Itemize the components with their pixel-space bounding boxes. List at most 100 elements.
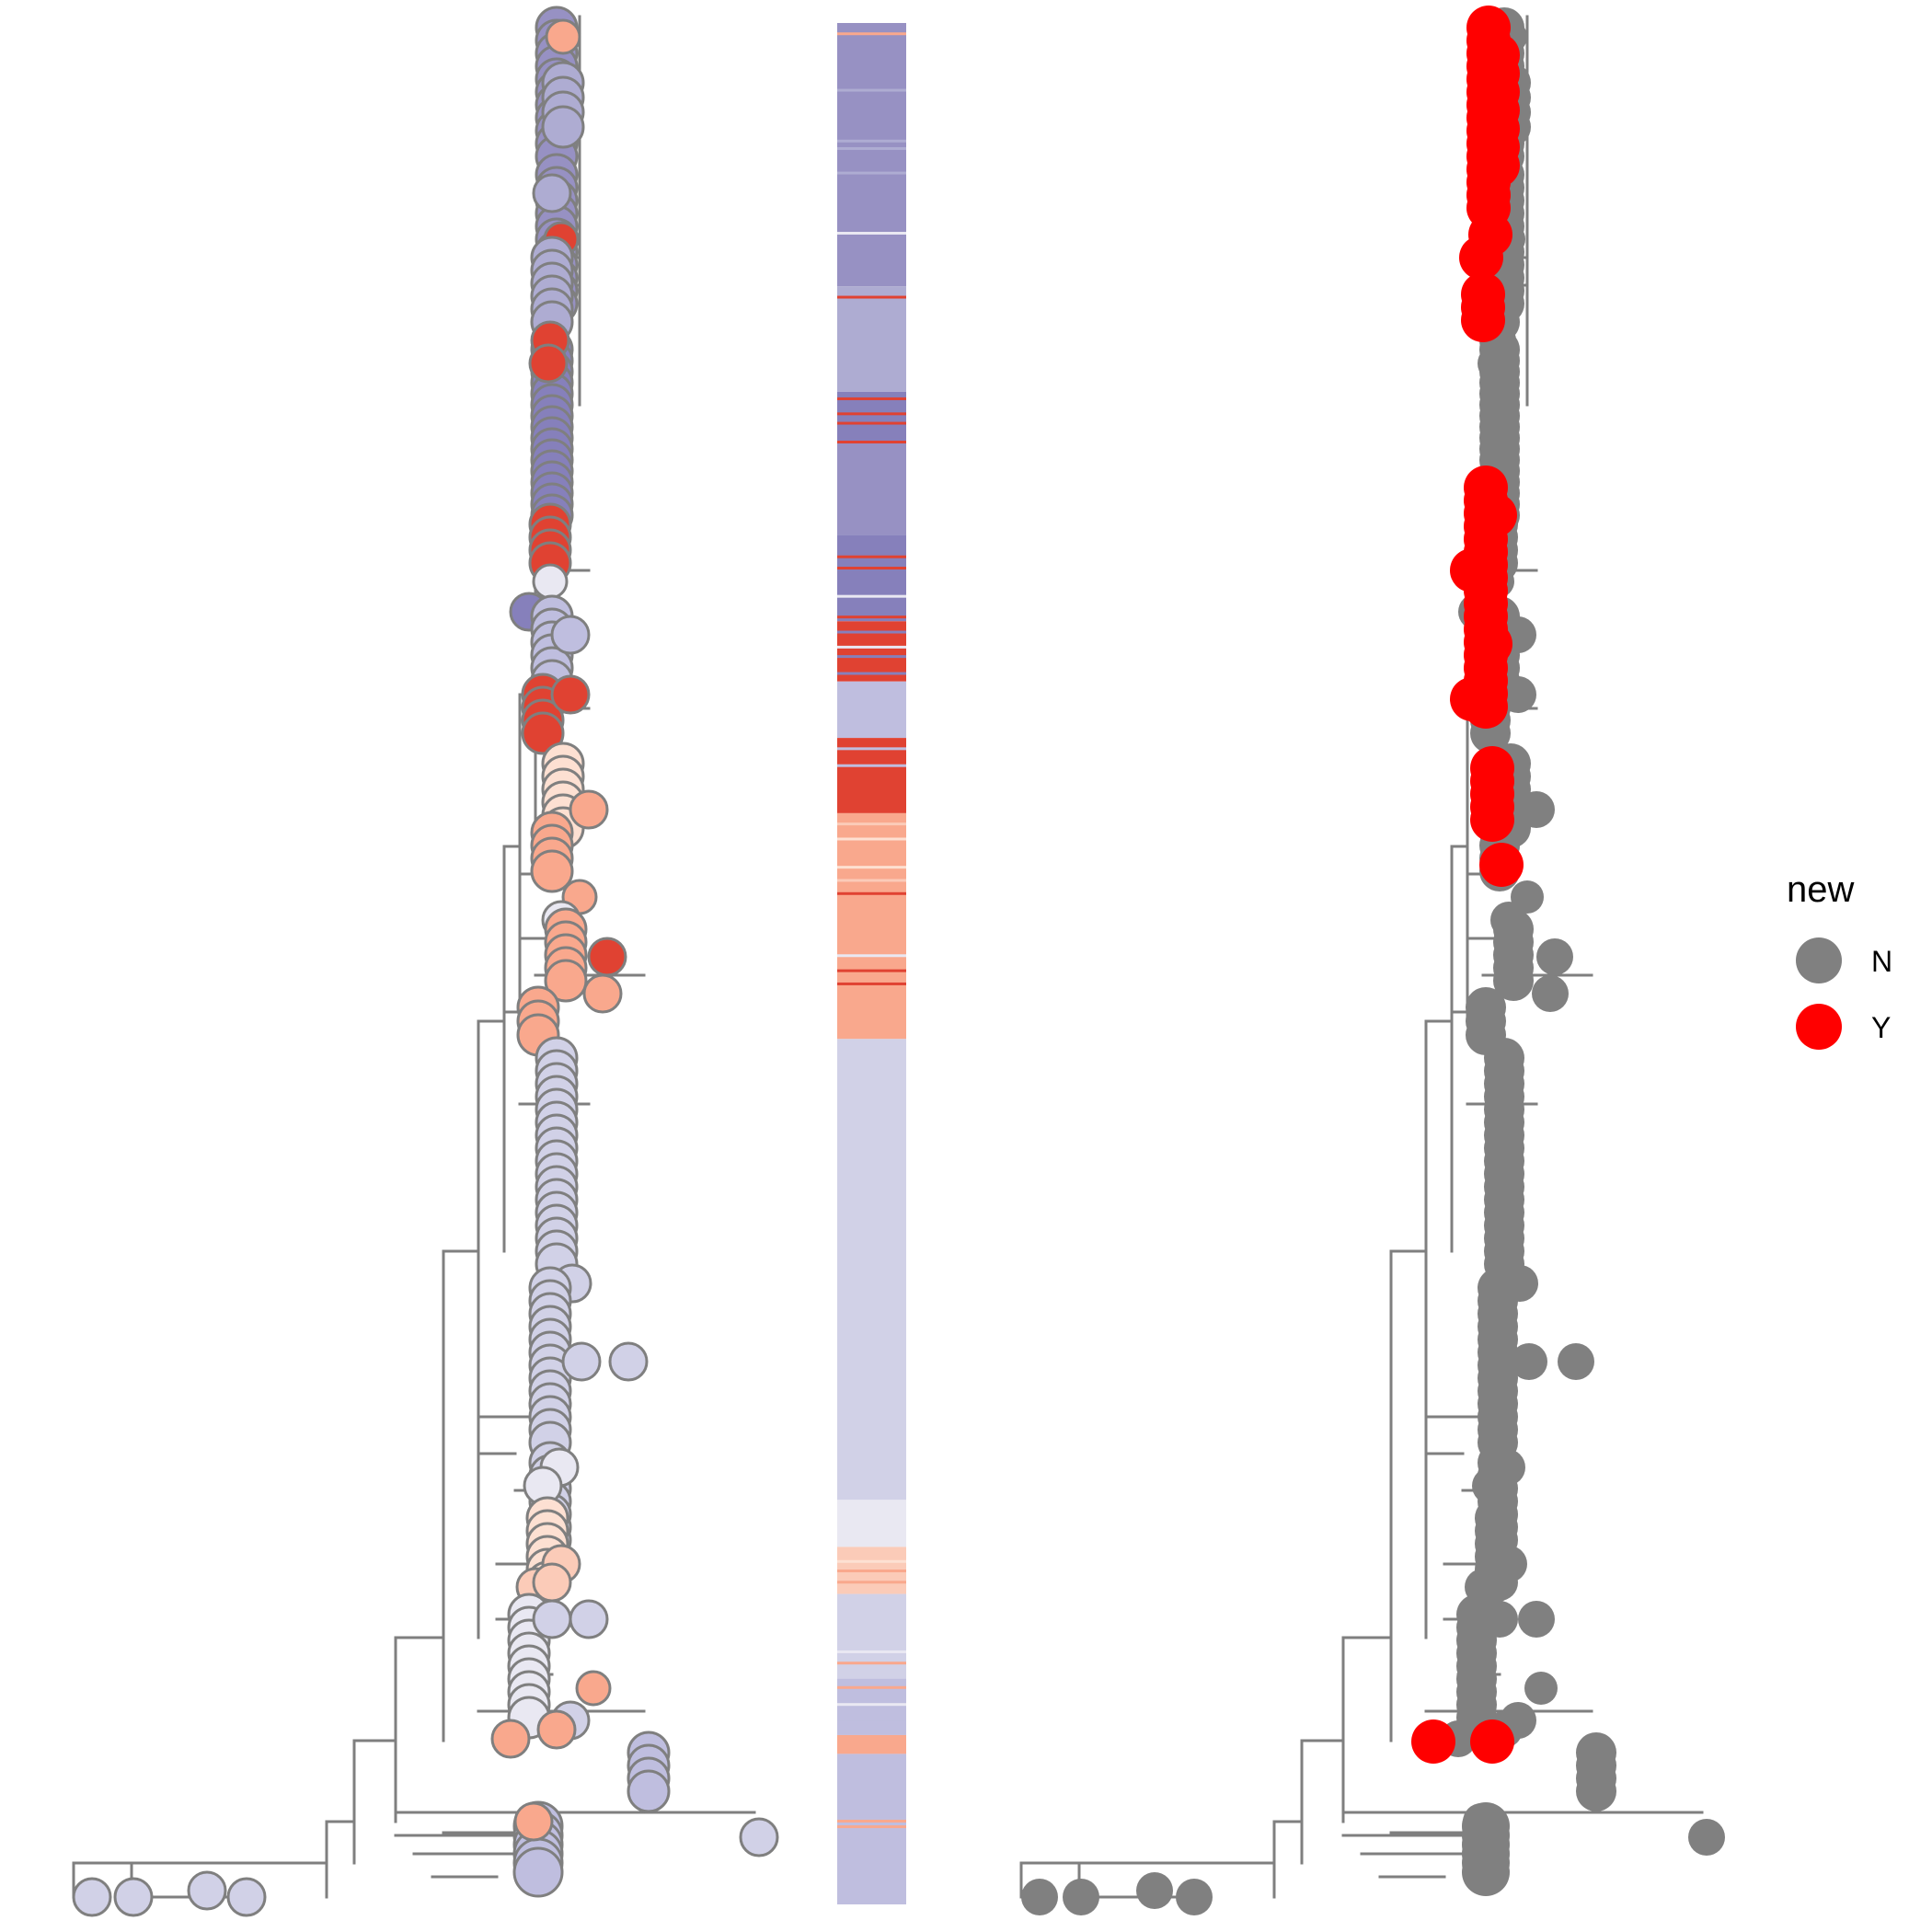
tip-node xyxy=(1558,1343,1594,1380)
tip-node xyxy=(512,1846,564,1898)
heatmap-stripe xyxy=(837,837,906,841)
tip-node xyxy=(1472,1467,1509,1504)
tip-node xyxy=(1136,1872,1173,1909)
tip-node xyxy=(1493,960,1534,1001)
heatmap-stripe xyxy=(837,421,906,425)
legend-key-y xyxy=(1796,1004,1842,1050)
heatmap-cell xyxy=(837,1039,906,1501)
heatmap-cell xyxy=(837,23,906,287)
tip-node xyxy=(536,1709,577,1750)
tip-node xyxy=(1021,1879,1058,1915)
heatmap-stripe xyxy=(837,1569,906,1572)
heatmap-stripe xyxy=(837,866,906,869)
heatmap-stripe xyxy=(837,397,906,400)
tip-node-new xyxy=(1479,843,1524,887)
tip-node xyxy=(1500,676,1536,713)
heatmap-stripe xyxy=(837,1825,906,1829)
heatmap-stripe xyxy=(837,567,906,570)
heatmap-stripe xyxy=(837,171,906,175)
tip-node xyxy=(582,973,623,1014)
right-tree-panel xyxy=(1019,6,1725,1915)
tip-node xyxy=(1536,938,1573,975)
tip-node xyxy=(530,849,574,893)
tip-node xyxy=(1481,1601,1518,1638)
heatmap-stripe xyxy=(837,1662,906,1665)
tip-node xyxy=(1524,1672,1558,1705)
heatmap-stripe xyxy=(837,1581,906,1584)
tip-node xyxy=(528,343,569,384)
tip-node xyxy=(532,563,569,600)
tip-node xyxy=(490,1719,531,1759)
heatmap-stripe xyxy=(837,969,906,972)
tip-node xyxy=(1478,345,1514,382)
tip-node xyxy=(1063,1879,1099,1915)
heatmap-cell xyxy=(837,738,906,813)
heatmap-stripe xyxy=(837,879,906,882)
tip-node-new xyxy=(1459,236,1503,280)
heatmap-cell xyxy=(837,812,906,1040)
heatmap-bar xyxy=(837,23,906,1904)
tip-node xyxy=(1532,975,1569,1012)
heatmap-stripe xyxy=(837,615,906,619)
tip-node xyxy=(569,789,609,830)
tip-node xyxy=(608,1341,649,1382)
heatmap-stripe xyxy=(837,662,906,666)
heatmap-stripe xyxy=(837,295,906,299)
tip-node xyxy=(1518,1601,1555,1638)
heatmap-stripe xyxy=(837,1703,906,1707)
tip-node-new xyxy=(1411,1719,1455,1764)
tip-node xyxy=(113,1877,154,1917)
tip-node xyxy=(550,674,591,715)
tip-node xyxy=(513,1801,554,1842)
heatmap-stripe xyxy=(837,139,906,143)
tip-node xyxy=(1576,1771,1616,1811)
tip-node xyxy=(541,105,585,149)
heatmap-stripe xyxy=(837,1718,906,1721)
heatmap-stripe xyxy=(837,440,906,443)
heatmap-cell xyxy=(837,535,906,622)
heatmap-cell xyxy=(837,286,906,392)
tip-node-new xyxy=(1476,144,1520,188)
tip-node-new xyxy=(1470,798,1514,842)
legend-label-n: N xyxy=(1871,945,1892,978)
tip-node xyxy=(226,1877,267,1917)
left-tree-panel xyxy=(72,6,779,1917)
heatmap-cell xyxy=(837,1734,906,1754)
tip-node-new xyxy=(1470,1719,1514,1764)
heatmap-stripe xyxy=(837,954,906,958)
legend: new N Y xyxy=(1787,869,1892,1050)
tip-node xyxy=(561,1341,602,1382)
heatmap-stripe xyxy=(837,982,906,985)
heatmap-stripe xyxy=(837,764,906,767)
heatmap-stripe xyxy=(837,594,906,598)
tip-node xyxy=(1176,1879,1213,1915)
heatmap-cell xyxy=(837,440,906,535)
heatmap-stripe xyxy=(837,822,906,826)
tip-node xyxy=(1688,1819,1725,1856)
tip-node xyxy=(739,1817,779,1857)
tip-node xyxy=(569,1599,609,1639)
tip-node xyxy=(545,18,581,55)
tip-node xyxy=(1518,791,1555,828)
tip-node xyxy=(575,1670,612,1707)
legend-key-n xyxy=(1796,937,1842,983)
tip-node xyxy=(1481,1564,1518,1601)
heatmap-stripe xyxy=(837,672,906,675)
heatmap-stripe xyxy=(837,1685,906,1689)
tip-node-new xyxy=(1473,493,1517,537)
tip-node xyxy=(187,1870,227,1911)
heatmap-stripe xyxy=(837,32,906,36)
tip-node xyxy=(627,1769,671,1813)
tip-node xyxy=(544,959,588,1003)
tip-node xyxy=(72,1877,112,1917)
heatmap-stripe xyxy=(837,88,906,92)
legend-title: new xyxy=(1787,869,1854,910)
heatmap-stripe xyxy=(837,1559,906,1563)
heatmap-stripe xyxy=(837,412,906,416)
heatmap-stripe xyxy=(837,1819,906,1823)
tip-node xyxy=(550,615,591,655)
heatmap-stripe xyxy=(837,747,906,751)
heatmap-cell xyxy=(837,1593,906,1679)
tip-node xyxy=(532,173,572,213)
heatmap-cell xyxy=(837,1754,906,1904)
